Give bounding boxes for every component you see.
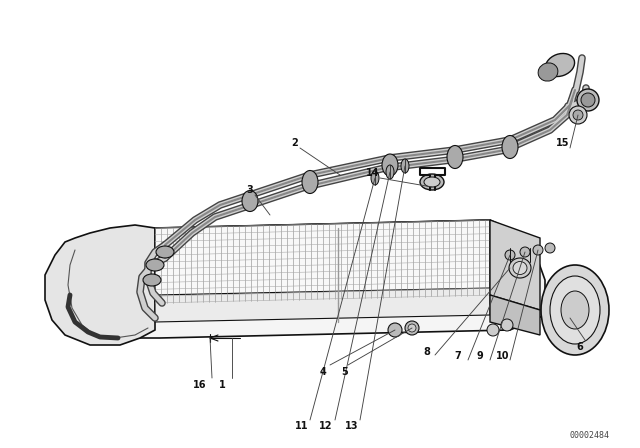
- Polygon shape: [155, 288, 490, 322]
- Polygon shape: [75, 270, 87, 320]
- Text: 00002484: 00002484: [570, 431, 610, 439]
- Polygon shape: [45, 225, 155, 345]
- Ellipse shape: [550, 276, 600, 344]
- Ellipse shape: [487, 324, 499, 336]
- Text: 6: 6: [577, 342, 584, 352]
- Ellipse shape: [545, 53, 575, 77]
- Text: 8: 8: [424, 347, 431, 357]
- Ellipse shape: [447, 146, 463, 168]
- Polygon shape: [490, 220, 540, 310]
- Ellipse shape: [581, 93, 595, 107]
- Ellipse shape: [545, 243, 555, 253]
- Ellipse shape: [388, 323, 402, 337]
- Ellipse shape: [156, 246, 174, 258]
- Text: 12: 12: [319, 421, 333, 431]
- Polygon shape: [75, 220, 545, 338]
- Ellipse shape: [505, 250, 515, 260]
- Text: 2: 2: [292, 138, 298, 148]
- Ellipse shape: [577, 89, 599, 111]
- Ellipse shape: [146, 259, 164, 271]
- Ellipse shape: [386, 165, 394, 179]
- Text: 4: 4: [319, 367, 326, 377]
- Ellipse shape: [561, 291, 589, 329]
- Ellipse shape: [408, 324, 416, 332]
- Ellipse shape: [538, 63, 558, 81]
- Ellipse shape: [541, 265, 609, 355]
- Ellipse shape: [405, 321, 419, 335]
- Ellipse shape: [143, 274, 161, 286]
- Text: 5: 5: [342, 367, 348, 377]
- Ellipse shape: [569, 106, 587, 124]
- Text: 16: 16: [193, 380, 207, 390]
- Ellipse shape: [424, 177, 440, 187]
- Text: 7: 7: [454, 351, 461, 361]
- Text: 14: 14: [366, 168, 380, 178]
- Polygon shape: [155, 220, 490, 303]
- Ellipse shape: [573, 110, 583, 120]
- Ellipse shape: [501, 319, 513, 331]
- Ellipse shape: [533, 245, 543, 255]
- Text: 15: 15: [556, 138, 570, 148]
- Ellipse shape: [242, 190, 258, 211]
- Ellipse shape: [513, 262, 527, 275]
- Text: 1: 1: [219, 380, 225, 390]
- Ellipse shape: [401, 159, 409, 173]
- Ellipse shape: [382, 154, 398, 176]
- Text: 13: 13: [345, 421, 359, 431]
- Polygon shape: [490, 295, 540, 335]
- Text: 9: 9: [477, 351, 483, 361]
- Ellipse shape: [502, 135, 518, 159]
- Ellipse shape: [520, 247, 530, 257]
- Ellipse shape: [371, 171, 379, 185]
- Text: 11: 11: [295, 421, 308, 431]
- Ellipse shape: [420, 174, 444, 190]
- Text: 10: 10: [496, 351, 509, 361]
- Ellipse shape: [302, 171, 318, 194]
- Ellipse shape: [509, 258, 531, 278]
- Text: 3: 3: [246, 185, 253, 195]
